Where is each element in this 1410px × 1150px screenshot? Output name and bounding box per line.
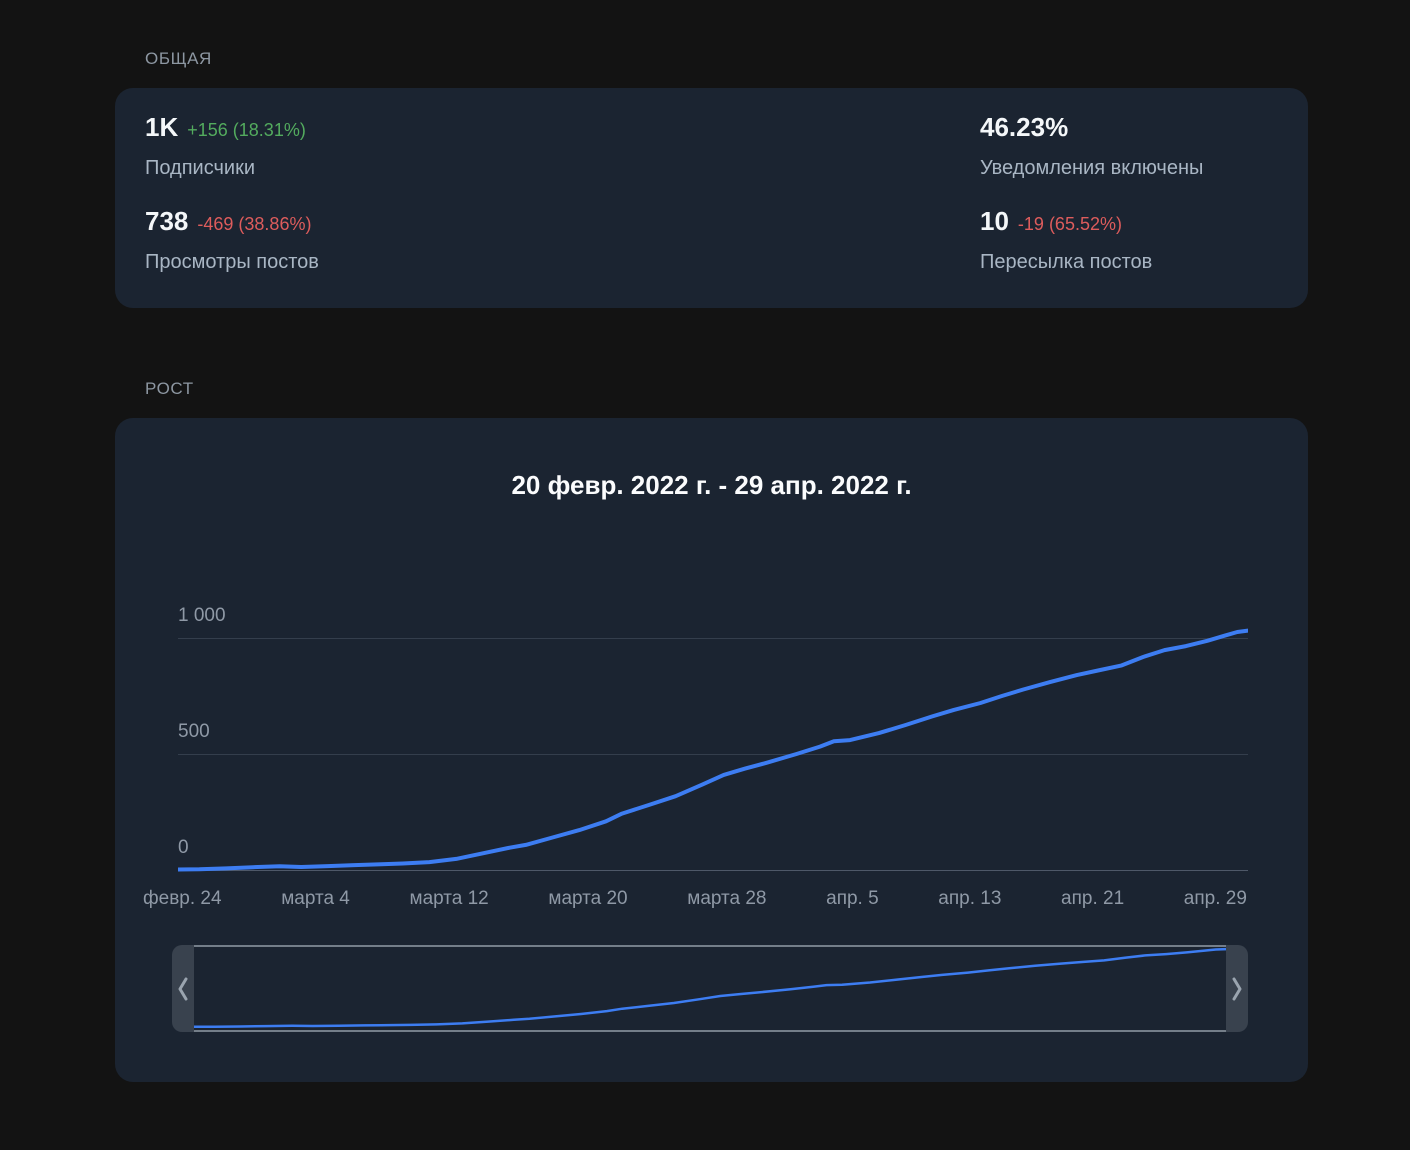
y-axis-tick-1000: 1 000 (178, 605, 226, 626)
post-views-label: Просмотры постов (145, 251, 319, 273)
x-axis-tick: апр. 21 (1061, 888, 1125, 909)
x-axis-tick: марта 28 (687, 888, 767, 909)
chart-range-minimap[interactable] (172, 945, 1248, 1032)
stat-post-shares: 10 -19 (65.52%) Пересылка постов (980, 206, 1152, 275)
growth-line-chart[interactable] (178, 588, 1248, 888)
post-views-value: 738 (145, 206, 189, 236)
growth-line (178, 628, 1248, 872)
y-axis-tick-500: 500 (178, 721, 210, 742)
gridline-0 (178, 870, 1248, 871)
overview-stats-card: 1K +156 (18.31%) Подписчики 46.23% Уведо… (115, 88, 1308, 308)
chart-date-range-title: 20 февр. 2022 г. - 29 апр. 2022 г. (511, 470, 912, 500)
minimap-selection-bottom-edge (194, 1030, 1226, 1032)
minimap-selection-top-edge (194, 945, 1226, 947)
x-axis-tick: февр. 24 (143, 888, 222, 909)
x-axis-tick: марта 4 (281, 888, 350, 909)
x-axis-tick: апр. 29 (1183, 888, 1247, 909)
x-axis: февр. 24 марта 4 марта 12 марта 20 марта… (143, 888, 1247, 910)
growth-section-label: РОСТ (145, 379, 194, 398)
x-axis-tick: апр. 13 (938, 888, 1002, 909)
chevron-right-icon (1232, 977, 1242, 1000)
subscribers-label: Подписчики (145, 157, 256, 179)
growth-chart-card: 20 февр. 2022 г. - 29 апр. 2022 г. 1 000… (115, 418, 1308, 1082)
post-shares-value: 10 (980, 206, 1009, 236)
x-axis-tick: марта 12 (409, 888, 489, 909)
post-shares-label: Пересылка постов (980, 251, 1153, 273)
minimap-right-handle[interactable] (1226, 945, 1248, 1032)
post-shares-delta: -19 (65.52%) (1017, 214, 1122, 234)
y-axis-tick-0: 0 (178, 837, 189, 858)
gridline-500 (178, 754, 1248, 755)
minimap-left-handle[interactable] (172, 945, 194, 1032)
minimap-chart (194, 947, 1226, 1029)
gridline-1000 (178, 638, 1248, 639)
stat-post-views: 738 -469 (38.86%) Просмотры постов (145, 206, 319, 275)
overview-section-label: ОБЩАЯ (145, 49, 212, 68)
notifications-value: 46.23% (980, 112, 1069, 142)
minimap-line (194, 947, 1226, 1029)
x-axis-tick: марта 20 (548, 888, 628, 909)
stat-subscribers: 1K +156 (18.31%) Подписчики (145, 112, 306, 181)
x-axis-tick: апр. 5 (826, 888, 879, 909)
post-views-delta: -469 (38.86%) (197, 214, 312, 234)
chevron-left-icon (178, 977, 188, 1000)
notifications-label: Уведомления включены (980, 157, 1204, 179)
subscribers-value: 1K (145, 112, 179, 142)
subscribers-delta: +156 (18.31%) (187, 120, 306, 140)
stat-notifications: 46.23% Уведомления включены (980, 112, 1203, 181)
